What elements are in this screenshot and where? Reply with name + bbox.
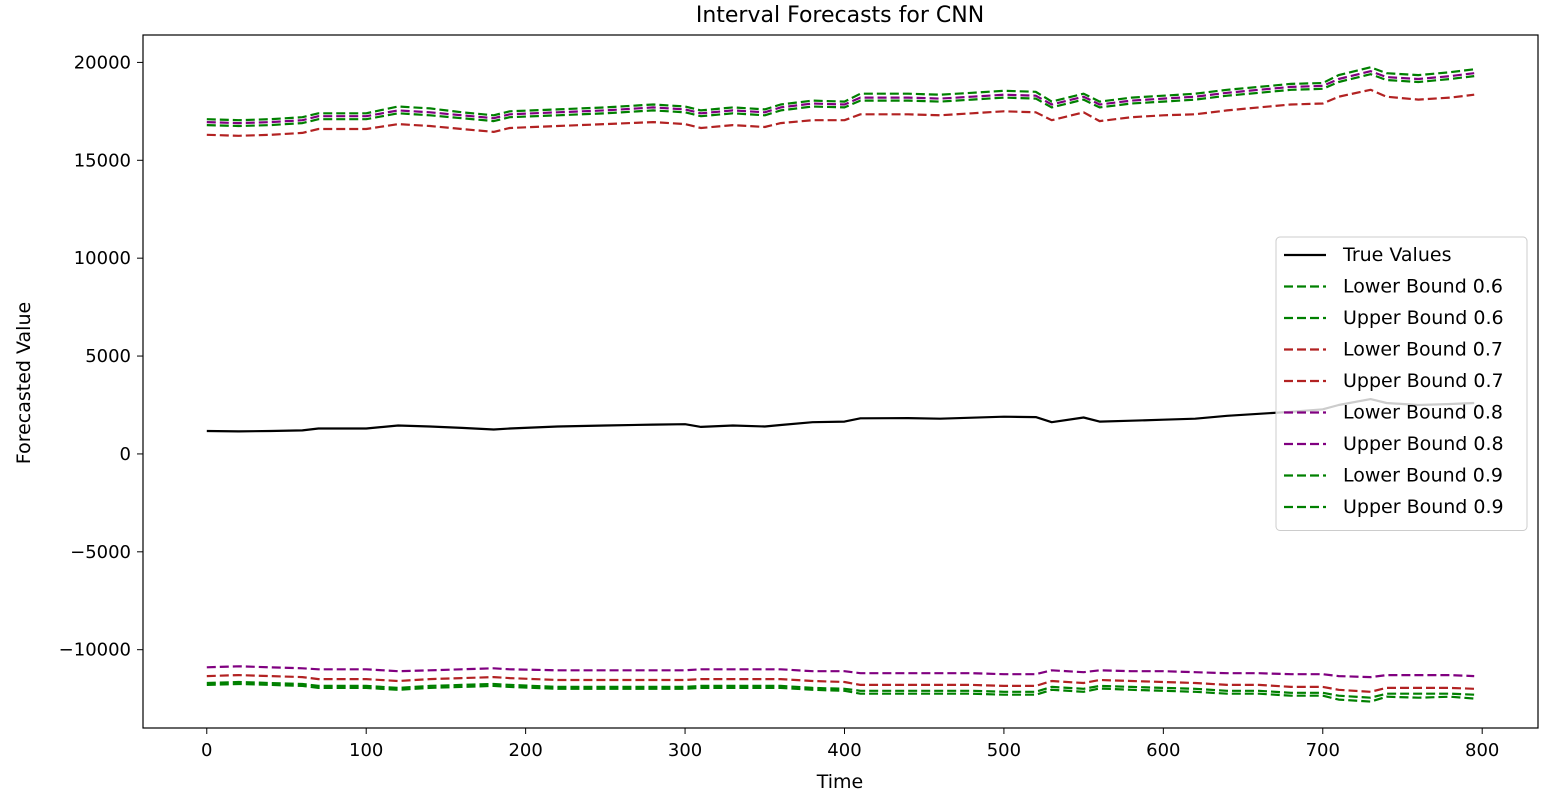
series-line-5 (206, 665, 1475, 679)
series-line-7 (206, 680, 1475, 699)
y-tick-label: −5000 (70, 542, 131, 563)
y-tick-label: −10000 (59, 640, 131, 661)
legend-label-1: Lower Bound 0.6 (1343, 276, 1503, 298)
chart-title: Interval Forecasts for CNN (696, 3, 984, 28)
series-line-2 (206, 73, 1475, 128)
legend-label-8: Upper Bound 0.9 (1343, 496, 1504, 518)
legend-label-5: Lower Bound 0.8 (1343, 402, 1503, 424)
x-tick-label: 700 (1306, 740, 1340, 761)
x-axis-label: Time (816, 771, 864, 793)
legend-label-0: True Values (1342, 244, 1451, 266)
series-layer (206, 66, 1475, 703)
y-tick-label: 15000 (74, 150, 131, 171)
y-tick-label: 10000 (74, 248, 131, 269)
x-tick-label: 100 (349, 740, 383, 761)
legend-box (1275, 236, 1528, 531)
series-line-6 (206, 70, 1475, 125)
x-tick-label: 400 (827, 740, 861, 761)
y-tick-label: 5000 (85, 346, 131, 367)
legend-label-7: Lower Bound 0.9 (1343, 465, 1503, 487)
x-tick-label: 600 (1146, 740, 1180, 761)
legend-label-4: Upper Bound 0.7 (1343, 370, 1504, 392)
y-tick-label: 0 (120, 444, 131, 465)
x-axis-ticks: 0 100 200 300 400 500 600 700 800 (201, 728, 1499, 761)
plot-area-frame (142, 34, 1539, 729)
legend-label-6: Upper Bound 0.8 (1343, 433, 1504, 455)
x-tick-label: 300 (668, 740, 702, 761)
series-line-4 (206, 88, 1475, 137)
x-tick-label: 0 (201, 740, 212, 761)
series-line-1 (206, 682, 1475, 703)
legend-label-2: Upper Bound 0.6 (1343, 307, 1504, 329)
x-tick-label: 800 (1465, 740, 1499, 761)
series-line-3 (206, 673, 1475, 693)
y-axis-label: Forecasted Value (13, 302, 35, 464)
y-axis-ticks: −10000 −5000 0 5000 10000 15000 20000 (59, 52, 143, 661)
y-tick-label: 20000 (74, 52, 131, 73)
legend-label-3: Lower Bound 0.7 (1343, 339, 1503, 361)
series-line-8 (206, 66, 1475, 122)
legend: True Values Lower Bound 0.6 Upper Bound 0.… (1275, 236, 1528, 531)
x-tick-label: 500 (987, 740, 1021, 761)
x-tick-label: 200 (508, 740, 542, 761)
